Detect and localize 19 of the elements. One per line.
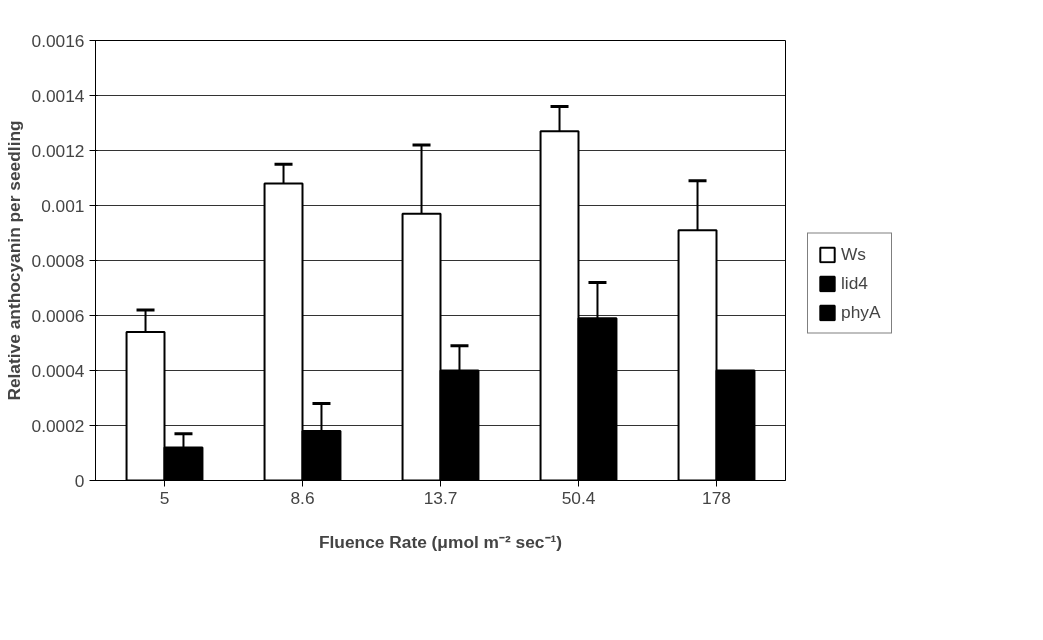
y-axis-title: Relative anthocyanin per seedling	[3, 120, 24, 401]
y-tick-label: 0.0012	[31, 140, 85, 161]
x-tick-label: 178	[702, 487, 731, 508]
x-axis-title: Fluence Rate (μmol m⁻² sec⁻¹)	[318, 531, 563, 552]
y-tick-label: 0.0004	[31, 360, 85, 381]
y-tick-label: 0.001	[41, 195, 85, 216]
x-tick-label: 13.7	[423, 487, 458, 508]
legend-label: lid4	[841, 272, 868, 294]
y-tick-label: 0.0014	[31, 85, 85, 106]
y-tick-label: 0.0016	[31, 30, 85, 51]
x-tick-label: 5	[159, 487, 170, 508]
legend-label: Ws	[841, 243, 867, 265]
y-tick-label: 0.0006	[31, 305, 85, 326]
y-tick-label: 0.0008	[31, 250, 85, 271]
x-tick-label: 50.4	[561, 487, 596, 508]
y-tick-label: 0.0002	[31, 415, 85, 436]
legend-label: phyA	[841, 301, 881, 323]
y-tick-label: 0	[74, 470, 85, 491]
x-tick-label: 8.6	[290, 487, 315, 508]
